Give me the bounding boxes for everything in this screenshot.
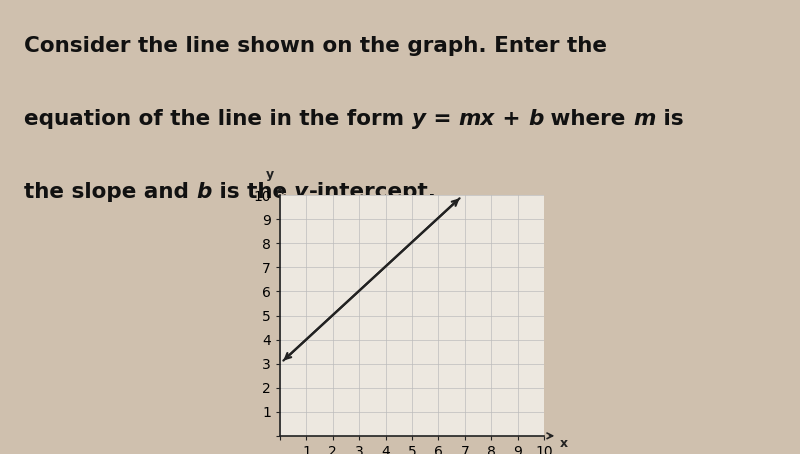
Text: where: where (543, 109, 633, 129)
Text: x: x (560, 437, 568, 449)
Text: m: m (633, 109, 655, 129)
Text: the slope and: the slope and (24, 182, 196, 202)
Text: Consider the line shown on the graph. Enter the: Consider the line shown on the graph. En… (24, 36, 607, 56)
Text: y: y (266, 168, 274, 181)
Text: is: is (655, 109, 683, 129)
Text: equation of the line in the form: equation of the line in the form (24, 109, 412, 129)
Text: is the: is the (212, 182, 294, 202)
Text: +: + (495, 109, 528, 129)
Text: y: y (294, 182, 308, 202)
Text: mx: mx (458, 109, 495, 129)
Text: =: = (426, 109, 458, 129)
Text: b: b (196, 182, 212, 202)
Text: -intercept.: -intercept. (308, 182, 436, 202)
Text: b: b (528, 109, 543, 129)
Text: y: y (412, 109, 426, 129)
